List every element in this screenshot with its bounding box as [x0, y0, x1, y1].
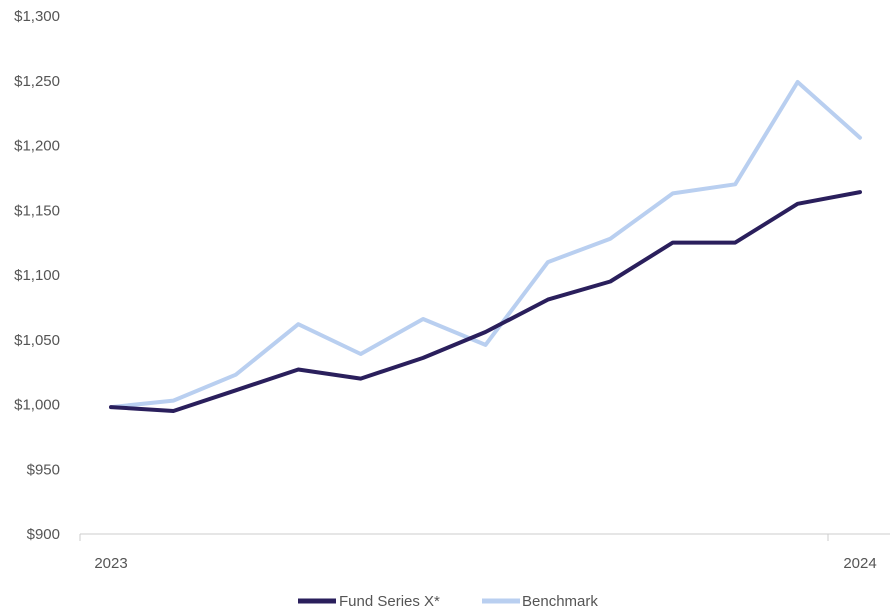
legend-label-fund: Fund Series X*	[339, 593, 440, 610]
y-tick-label: $1,000	[14, 397, 60, 414]
y-axis-labels: $900 $950 $1,000 $1,050 $1,100 $1,150 $1,200 $1…	[14, 8, 60, 543]
x-tick-label: 2023	[94, 555, 127, 572]
y-tick-label: $1,200	[14, 138, 60, 155]
y-tick-label: $1,150	[14, 202, 60, 219]
y-tick-label: $1,050	[14, 332, 60, 349]
y-tick-label: $950	[27, 461, 60, 478]
y-tick-label: $900	[27, 526, 60, 543]
series-line-fund	[109, 190, 862, 413]
series-line-benchmark	[109, 80, 862, 410]
x-tick-label: 2024	[843, 555, 876, 572]
x-axis-ticks: 2023 2024	[79, 534, 877, 572]
y-tick-label: $1,100	[14, 267, 60, 284]
series-lines	[109, 80, 862, 413]
legend: Fund Series X* Benchmark	[298, 593, 598, 610]
legend-label-benchmark: Benchmark	[522, 593, 598, 610]
legend-item-fund: Fund Series X*	[298, 593, 440, 610]
y-tick-label: $1,250	[14, 73, 60, 90]
legend-item-benchmark: Benchmark	[482, 593, 598, 610]
y-tick-label: $1,300	[14, 8, 60, 25]
